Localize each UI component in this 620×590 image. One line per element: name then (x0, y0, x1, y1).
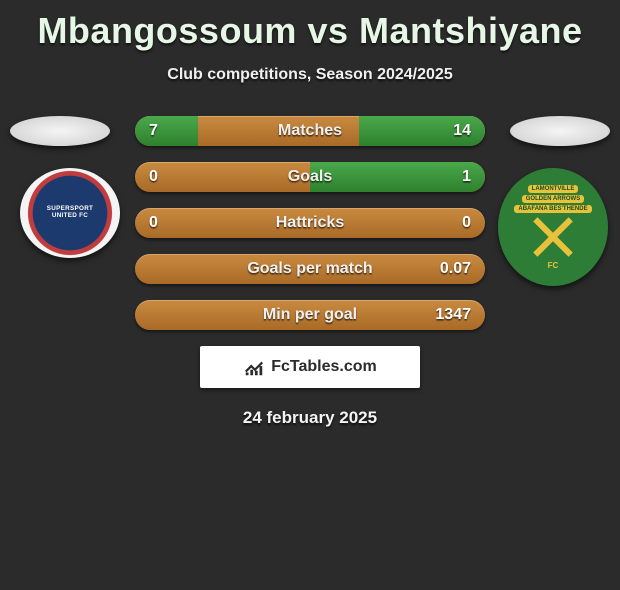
stat-label: Goals (135, 162, 485, 192)
player-left-ellipse (10, 116, 110, 146)
stat-label: Hattricks (135, 208, 485, 238)
stat-value-right: 1 (462, 162, 471, 192)
date-text: 24 february 2025 (0, 408, 620, 428)
stat-label: Matches (135, 116, 485, 146)
club-badge-right: LAMONTVILLE GOLDEN ARROWS ABAFANA BES'TH… (498, 168, 608, 286)
brand-text: FcTables.com (271, 358, 377, 376)
stat-bar: 7Matches14 (135, 116, 485, 146)
club-badge-left-text: SUPERSPORT UNITED FC (41, 184, 99, 242)
stat-value-right: 14 (453, 116, 471, 146)
stat-bar: Goals per match0.07 (135, 254, 485, 284)
stat-value-right: 0.07 (440, 254, 471, 284)
stat-label: Goals per match (135, 254, 485, 284)
stat-label: Min per goal (135, 300, 485, 330)
comparison-content: SUPERSPORT UNITED FC LAMONTVILLE GOLDEN … (0, 116, 620, 330)
stat-bar: 0Hattricks0 (135, 208, 485, 238)
brand-chart-icon (243, 356, 265, 378)
stat-bar: Min per goal1347 (135, 300, 485, 330)
club-right-banner-top: LAMONTVILLE (528, 185, 579, 193)
club-right-fc: FC (548, 261, 559, 270)
club-badge-left: SUPERSPORT UNITED FC (20, 168, 120, 258)
club-right-arrows-icon (531, 215, 575, 259)
club-right-banner-mid: GOLDEN ARROWS (522, 195, 584, 203)
stat-value-right: 0 (462, 208, 471, 238)
subtitle: Club competitions, Season 2024/2025 (0, 66, 620, 84)
club-right-banner-bottom: ABAFANA BES'THENDE (514, 205, 591, 213)
stat-value-right: 1347 (435, 300, 471, 330)
page-title: Mbangossoum vs Mantshiyane (0, 10, 620, 52)
brand-box: FcTables.com (200, 346, 420, 388)
stat-bar: 0Goals1 (135, 162, 485, 192)
stat-bars: 7Matches140Goals10Hattricks0Goals per ma… (135, 116, 485, 330)
player-right-ellipse (510, 116, 610, 146)
